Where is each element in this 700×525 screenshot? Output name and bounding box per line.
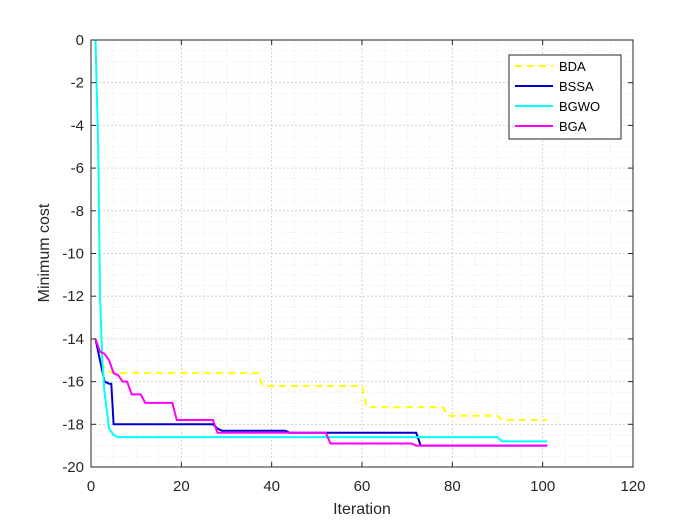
y-tick-label: -6 xyxy=(71,160,84,177)
legend-label-bssa: BSSA xyxy=(559,79,594,94)
x-tick-label: 20 xyxy=(173,478,190,495)
legend-label-bga: BGA xyxy=(559,119,587,134)
x-tick-label: 60 xyxy=(354,478,371,495)
x-axis-label: Iteration xyxy=(333,501,391,518)
y-tick-label: -20 xyxy=(62,459,84,476)
x-tick-label: 100 xyxy=(530,478,555,495)
y-tick-label: -4 xyxy=(71,117,84,134)
legend-label-bgwo: BGWO xyxy=(559,99,600,114)
legend-label-bda: BDA xyxy=(559,59,586,74)
y-tick-label: -12 xyxy=(62,288,84,305)
y-tick-label: -10 xyxy=(62,246,84,263)
series-layer xyxy=(94,39,548,447)
y-tick-label: -14 xyxy=(62,331,84,348)
y-tick-labels: 0 -2 -4 -6 -8 -10 -12 -14 -16 -18 -20 xyxy=(62,32,84,476)
y-tick-label: -18 xyxy=(62,416,84,433)
x-tick-label: 80 xyxy=(444,478,461,495)
series-line-bda xyxy=(94,338,548,421)
x-tick-label: 120 xyxy=(620,478,645,495)
legend: BDA BSSA BGWO BGA xyxy=(508,54,622,140)
x-tick-labels: 0 20 40 60 80 100 120 xyxy=(87,478,646,495)
series-line-bgwo xyxy=(94,39,548,443)
y-tick-label: -8 xyxy=(71,203,84,220)
y-tick-label: 0 xyxy=(76,32,84,49)
series-line-bga xyxy=(94,338,548,447)
y-tick-label: -16 xyxy=(62,374,84,391)
y-tick-label: -2 xyxy=(71,75,84,92)
x-tick-label: 40 xyxy=(263,478,280,495)
x-tick-label: 0 xyxy=(87,478,95,495)
y-axis-label: Minimum cost xyxy=(36,203,53,302)
tick-marks xyxy=(90,39,634,468)
